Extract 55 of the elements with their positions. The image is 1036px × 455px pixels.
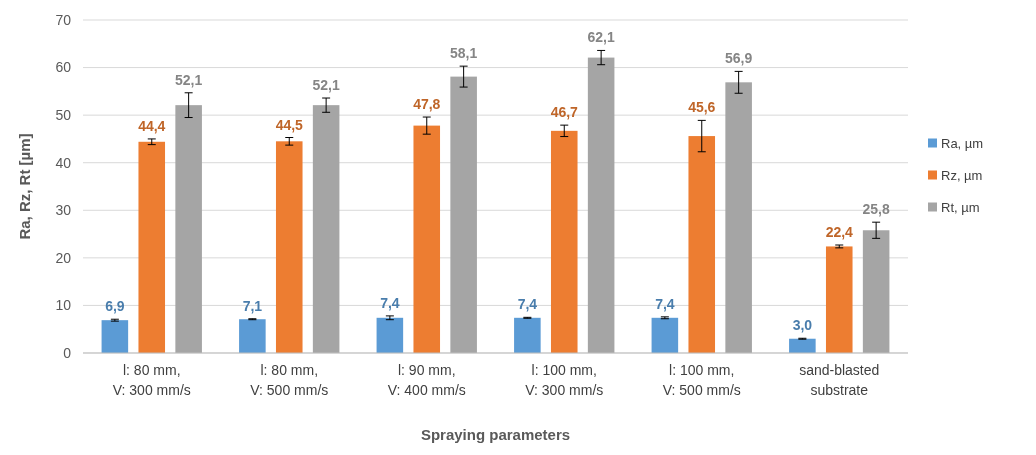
x-tick-label: sand-blasted substrate: [799, 362, 880, 398]
data-label: 7,4: [655, 295, 675, 312]
bar: [789, 338, 816, 353]
x-tick-label: l: 100 mm, V: 300 mm/s: [525, 362, 604, 398]
y-tick-label: 20: [55, 249, 72, 266]
data-label: 52,1: [312, 77, 340, 94]
data-label: 3,0: [792, 317, 813, 334]
data-label: 7,1: [242, 297, 263, 314]
data-label: 45,6: [688, 99, 716, 116]
data-label: 6,9: [105, 298, 125, 315]
y-tick-label: 70: [55, 11, 72, 28]
bar: [376, 317, 404, 353]
y-tick-label: 0: [63, 344, 72, 361]
y-tick-label: 60: [55, 59, 72, 76]
legend-label: Rt, µm: [941, 200, 980, 216]
y-axis-title: Ra, Rz, Rt [µm]: [16, 133, 33, 240]
bar: [825, 246, 853, 353]
data-label: 7,4: [380, 294, 400, 311]
data-label: 46,7: [550, 104, 579, 121]
bar: [514, 317, 541, 353]
legend-label: Rz, µm: [941, 168, 983, 184]
bar: [587, 57, 615, 353]
data-label: 62,1: [587, 29, 615, 46]
bar: [450, 76, 477, 353]
bar: [101, 320, 129, 353]
data-label: 47,8: [413, 96, 441, 113]
x-tick-label: l: 80 mm, V: 500 mm/s: [250, 362, 329, 398]
y-tick-label: 10: [55, 297, 72, 314]
legend-label: Ra, µm: [941, 136, 984, 152]
x-tick-label: l: 90 mm, V: 400 mm/s: [387, 362, 466, 398]
bar: [413, 125, 441, 353]
x-tick-label: l: 80 mm, V: 300 mm/s: [112, 362, 191, 398]
y-tick-label: 40: [55, 154, 72, 171]
data-label: 52,1: [175, 71, 203, 88]
x-axis-title: Spraying parameters: [420, 426, 571, 443]
bar: [725, 82, 752, 353]
data-label: 44,4: [138, 117, 166, 134]
bar: [138, 141, 166, 353]
bar: [550, 130, 578, 353]
bar: [275, 141, 303, 353]
x-tick-label: l: 100 mm, V: 500 mm/s: [662, 362, 741, 398]
bar: [239, 319, 266, 353]
data-label: 58,1: [450, 45, 478, 62]
bar: [688, 136, 716, 353]
data-label: 22,4: [825, 224, 854, 241]
y-tick-label: 50: [55, 107, 72, 124]
data-label: 44,5: [275, 116, 304, 133]
data-label: 56,9: [725, 50, 753, 67]
bar: [312, 105, 340, 353]
y-tick-label: 30: [55, 202, 72, 219]
bar: [862, 230, 890, 353]
bar: [175, 105, 202, 353]
data-label: 7,4: [517, 296, 538, 313]
data-label: 25,8: [862, 201, 890, 218]
bar: [651, 317, 679, 353]
